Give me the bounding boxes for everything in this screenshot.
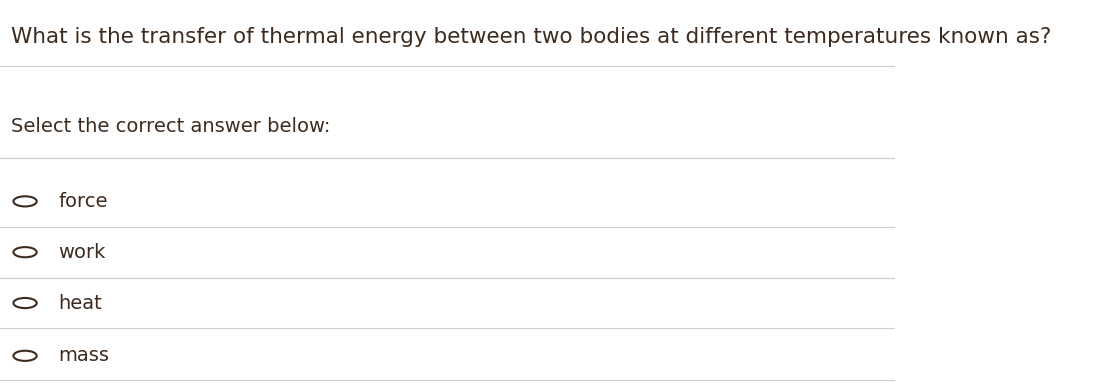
Text: force: force	[58, 192, 107, 211]
Text: What is the transfer of thermal energy between two bodies at different temperatu: What is the transfer of thermal energy b…	[11, 27, 1051, 47]
Text: heat: heat	[58, 294, 102, 312]
Text: mass: mass	[58, 346, 110, 365]
Text: Select the correct answer below:: Select the correct answer below:	[11, 117, 330, 136]
Text: work: work	[58, 243, 105, 262]
